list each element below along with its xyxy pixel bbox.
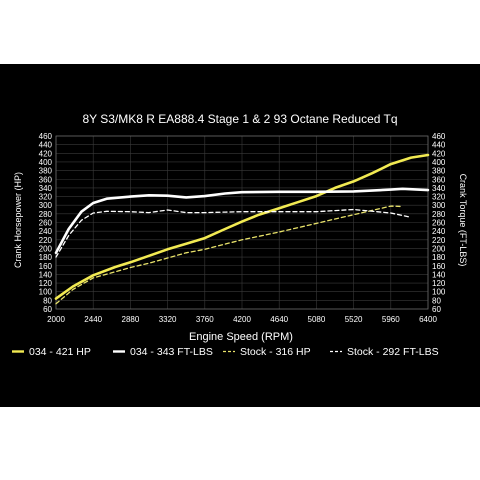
legend: 034 - 421 HP 034 - 343 FT-LBS Stock - 316 …: [12, 346, 439, 358]
series-line-2: [54, 187, 430, 255]
plot-frame: [55, 135, 429, 310]
left-y-tick-label: 300: [39, 201, 53, 210]
legend-label: 034 - 421 HP: [29, 346, 91, 358]
left-y-tick-label: 160: [39, 262, 53, 271]
x-tick-label: 3320: [159, 315, 177, 324]
left-y-tick-label: 180: [39, 253, 53, 262]
right-y-tick-label: 260: [432, 219, 446, 228]
right-y-tick-label: 100: [432, 288, 446, 297]
x-tick-label: 5520: [345, 315, 363, 324]
right-y-axis-ticks: 6080100120140160180200220240260280300320…: [432, 132, 446, 314]
right-y-tick-label: 140: [432, 270, 446, 279]
left-y-tick-label: 120: [39, 279, 53, 288]
right-y-tick-label: 440: [432, 141, 446, 150]
x-tick-label: 5080: [308, 315, 326, 324]
left-y-tick-label: 80: [43, 296, 52, 305]
right-y-tick-label: 340: [432, 184, 446, 193]
series-lines: [54, 153, 430, 305]
left-y-axis-label: Crank Horsepower (HP): [13, 172, 23, 268]
right-y-tick-label: 240: [432, 227, 446, 236]
right-y-tick-label: 280: [432, 210, 446, 219]
x-axis-label: Engine Speed (RPM): [189, 331, 293, 343]
right-y-axis-label: Crank Torque (FT-LBS): [458, 174, 468, 267]
x-tick-label: 2000: [47, 315, 65, 324]
legend-label: 034 - 343 FT-LBS: [130, 346, 213, 358]
x-tick-label: 5960: [382, 315, 400, 324]
right-y-tick-label: 220: [432, 236, 446, 245]
right-y-tick-label: 120: [432, 279, 446, 288]
legend-label: Stock - 292 FT-LBS: [347, 346, 439, 358]
right-y-tick-label: 200: [432, 244, 446, 253]
left-y-tick-label: 220: [39, 236, 53, 245]
chart-title: 8Y S3/MK8 R EA888.4 Stage 1 & 2 93 Octan…: [82, 112, 397, 126]
right-y-tick-label: 400: [432, 158, 446, 167]
series-line-1: [54, 153, 430, 300]
left-y-tick-label: 380: [39, 167, 53, 176]
left-y-tick-label: 320: [39, 193, 53, 202]
left-y-tick-label: 140: [39, 270, 53, 279]
right-y-tick-label: 320: [432, 193, 446, 202]
grid: [55, 135, 429, 310]
left-y-tick-label: 200: [39, 244, 53, 253]
left-y-tick-label: 340: [39, 184, 53, 193]
left-y-tick-label: 400: [39, 158, 53, 167]
left-y-tick-label: 240: [39, 227, 53, 236]
right-y-tick-label: 420: [432, 149, 446, 158]
chart-panel: 8Y S3/MK8 R EA888.4 Stage 1 & 2 93 Octan…: [0, 64, 480, 407]
series-line-4: [55, 208, 412, 258]
right-y-tick-label: 460: [432, 132, 446, 141]
x-tick-label: 4200: [233, 315, 251, 324]
left-y-axis-ticks: 6080100120140160180200220240260280300320…: [39, 132, 53, 314]
left-y-tick-label: 280: [39, 210, 53, 219]
left-y-tick-label: 100: [39, 288, 53, 297]
left-y-tick-label: 360: [39, 175, 53, 184]
right-y-tick-label: 360: [432, 175, 446, 184]
x-axis-ticks: 2000 2440 2880 3320 3760 4200 4640 5080 5520 5960…: [47, 315, 437, 324]
right-y-tick-label: 80: [432, 296, 441, 305]
x-tick-label: 4640: [270, 315, 288, 324]
left-y-tick-label: 260: [39, 219, 53, 228]
right-y-tick-label: 60: [432, 305, 441, 314]
left-y-tick-label: 440: [39, 141, 53, 150]
series-line-3: [55, 205, 404, 305]
left-y-tick-label: 460: [39, 132, 53, 141]
right-y-tick-label: 300: [432, 201, 446, 210]
legend-label: Stock - 316 HP: [240, 346, 311, 358]
x-tick-label: 2880: [122, 315, 140, 324]
dyno-chart: 8Y S3/MK8 R EA888.4 Stage 1 & 2 93 Octan…: [12, 112, 468, 358]
right-y-tick-label: 160: [432, 262, 446, 271]
x-tick-label: 2440: [84, 315, 102, 324]
left-y-tick-label: 420: [39, 149, 53, 158]
left-y-tick-label: 60: [43, 305, 52, 314]
right-y-tick-label: 380: [432, 167, 446, 176]
x-tick-label: 3760: [196, 315, 214, 324]
right-y-tick-label: 180: [432, 253, 446, 262]
x-tick-label: 6400: [419, 315, 437, 324]
